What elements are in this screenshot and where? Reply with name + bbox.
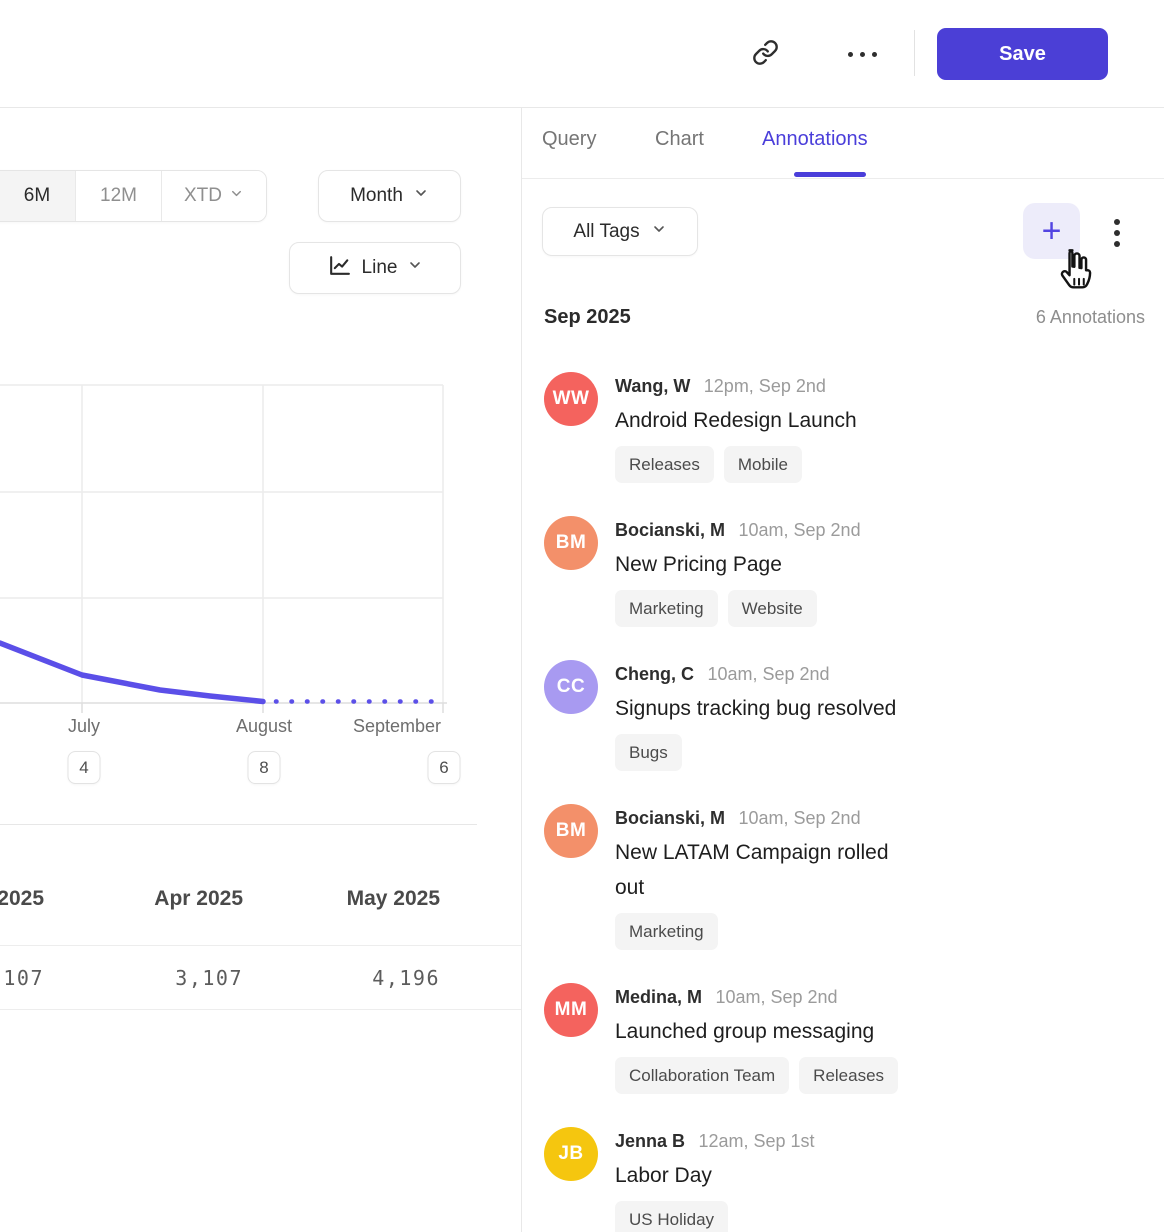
annotation-tag[interactable]: Releases	[615, 446, 714, 483]
annotation-timestamp: 12am, Sep 1st	[698, 1131, 815, 1151]
annotation-tag[interactable]: Mobile	[723, 446, 802, 483]
annotation-tag[interactable]: Marketing	[615, 913, 718, 950]
date-range-selector: 6M 12M XTD	[0, 170, 267, 222]
save-button[interactable]: Save	[937, 28, 1108, 80]
annotation-timestamp: 10am, Sep 2nd	[738, 520, 861, 540]
annotation-count-badge-august[interactable]: 8	[247, 751, 281, 784]
annotation-title: Android Redesign Launch	[615, 409, 857, 432]
annotations-panel: Query Chart Annotations All Tags +	[521, 108, 1164, 1232]
annotation-item[interactable]: BM Bocianski, M 10am, Sep 2nd New Pricin…	[544, 516, 1145, 627]
trend-line-chart[interactable]	[0, 380, 470, 725]
line-chart-icon	[327, 253, 352, 284]
section-month-title: Sep 2025	[544, 306, 631, 328]
x-axis-label-september: September	[352, 716, 442, 736]
annotation-tag[interactable]: Bugs	[615, 734, 682, 771]
avatar: MM	[544, 983, 598, 1037]
table-value-apr: 3,107	[175, 966, 243, 990]
share-link-button[interactable]	[744, 33, 786, 75]
avatar: WW	[544, 372, 598, 426]
chart-type-dropdown[interactable]: Line	[289, 242, 461, 294]
table-value-may: 4,196	[372, 966, 440, 990]
annotation-item[interactable]: BM Bocianski, M 10am, Sep 2nd New LATAM …	[544, 804, 1145, 950]
annotation-item[interactable]: MM Medina, M 10am, Sep 2nd Launched grou…	[544, 983, 1145, 1094]
tab-annotations[interactable]: Annotations	[762, 128, 868, 150]
annotations-menu-button[interactable]	[1105, 209, 1129, 257]
annotation-timestamp: 10am, Sep 2nd	[738, 808, 861, 828]
granularity-dropdown[interactable]: Month	[318, 170, 461, 222]
tag-filter-dropdown[interactable]: All Tags	[542, 207, 698, 256]
chart-type-label: Line	[361, 257, 398, 278]
link-icon	[752, 39, 779, 69]
top-toolbar: Save	[0, 0, 1164, 108]
active-tab-indicator	[794, 172, 866, 177]
chevron-down-icon	[651, 221, 667, 243]
table-header-may: May 2025	[346, 887, 440, 910]
trend-line-solid	[0, 640, 266, 705]
range-option-12m[interactable]: 12M	[75, 171, 161, 221]
table-header-divider	[0, 945, 521, 946]
annotation-author: Medina, M	[615, 987, 703, 1007]
annotation-author: Cheng, C	[615, 664, 694, 684]
annotations-section-header: Sep 2025 6 Annotations	[544, 306, 1145, 329]
chevron-down-icon	[229, 185, 244, 207]
annotation-item[interactable]: CC Cheng, C 10am, Sep 2nd Signups tracki…	[544, 660, 1145, 771]
range-option-xtd[interactable]: XTD	[161, 171, 266, 221]
annotation-tag[interactable]: Releases	[799, 1057, 899, 1094]
annotation-tag[interactable]: US Holiday	[615, 1201, 729, 1232]
chart-panel: 6M 12M XTD Month Line	[0, 108, 521, 1232]
avatar: CC	[544, 660, 598, 714]
table-bottom-divider	[0, 1009, 521, 1010]
annotation-author: Bocianski, M	[615, 808, 726, 828]
annotation-tag[interactable]: Website	[727, 590, 817, 627]
annotation-title: Labor Day	[615, 1164, 712, 1187]
chevron-down-icon	[407, 257, 423, 279]
table-top-divider	[0, 824, 477, 825]
annotation-item[interactable]: JB Jenna B 12am, Sep 1st Labor Day US Ho…	[544, 1127, 1145, 1232]
range-option-xtd-label: XTD	[184, 185, 222, 206]
annotation-author: Jenna B	[615, 1131, 686, 1151]
avatar: BM	[544, 516, 598, 570]
tab-chart[interactable]: Chart	[655, 128, 704, 150]
annotations-list: WW Wang, W 12pm, Sep 2nd Android Redesig…	[544, 372, 1145, 1232]
panel-tabs: Query Chart Annotations	[522, 108, 1164, 179]
annotation-author: Bocianski, M	[615, 520, 726, 540]
add-annotation-button[interactable]: +	[1023, 203, 1080, 259]
annotation-tag[interactable]: Collaboration Team	[615, 1057, 790, 1094]
annotation-timestamp: 12pm, Sep 2nd	[703, 376, 826, 396]
annotations-count: 6 Annotations	[1035, 307, 1145, 327]
table-value-mar: 107	[3, 966, 44, 990]
annotation-title: New Pricing Page	[615, 553, 782, 576]
x-axis-line	[0, 702, 447, 713]
toolbar-divider	[914, 30, 915, 76]
avatar: BM	[544, 804, 598, 858]
kebab-menu-icon	[1114, 219, 1120, 247]
chevron-down-icon	[413, 185, 429, 207]
annotation-tag[interactable]: Marketing	[615, 590, 718, 627]
annotation-item[interactable]: WW Wang, W 12pm, Sep 2nd Android Redesig…	[544, 372, 1145, 483]
granularity-label: Month	[350, 185, 403, 206]
ellipsis-icon	[847, 51, 877, 57]
table-header-apr: Apr 2025	[154, 887, 243, 910]
tab-query[interactable]: Query	[542, 128, 597, 150]
x-axis-label-august: August	[235, 716, 293, 736]
annotation-title: Launched group messaging	[615, 1020, 875, 1043]
table-header-mar: 2025	[0, 887, 44, 910]
annotation-author: Wang, W	[615, 376, 691, 396]
x-axis-label-july: July	[67, 716, 101, 736]
more-options-button[interactable]	[840, 33, 884, 75]
avatar: JB	[544, 1127, 598, 1181]
range-option-6m[interactable]: 6M	[0, 171, 75, 221]
annotation-count-badge-september[interactable]: 6	[427, 751, 461, 784]
chart-grid	[0, 384, 444, 703]
annotation-title: New LATAM Campaign rolled out	[615, 841, 889, 899]
tag-filter-label: All Tags	[573, 220, 640, 242]
annotation-timestamp: 10am, Sep 2nd	[707, 664, 830, 684]
annotation-title: Signups tracking bug resolved	[615, 697, 897, 720]
annotation-count-badge-july[interactable]: 4	[67, 751, 101, 784]
annotation-timestamp: 10am, Sep 2nd	[715, 987, 838, 1007]
